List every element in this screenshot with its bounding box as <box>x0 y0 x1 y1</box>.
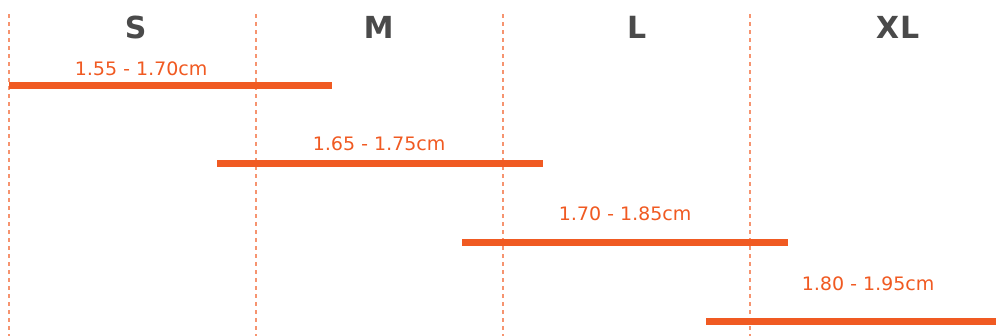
range-label-m: 1.65 - 1.75cm <box>313 133 446 155</box>
column-dividers <box>8 14 751 336</box>
size-headers: S M L XL <box>125 11 920 46</box>
size-header-xl: XL <box>876 11 920 46</box>
size-header-l: L <box>627 11 647 46</box>
size-header-m: M <box>364 11 395 46</box>
range-row-xl: 1.80 - 1.95cm <box>706 273 996 325</box>
range-bar-m <box>217 160 543 167</box>
range-row-l: 1.70 - 1.85cm <box>462 203 788 246</box>
size-header-s: S <box>125 11 148 46</box>
range-row-s: 1.55 - 1.70cm <box>9 58 332 89</box>
range-label-xl: 1.80 - 1.95cm <box>802 273 935 295</box>
range-row-m: 1.65 - 1.75cm <box>217 133 543 167</box>
range-bar-l <box>462 239 788 246</box>
range-label-l: 1.70 - 1.85cm <box>559 203 692 225</box>
range-bar-s <box>9 82 332 89</box>
range-label-s: 1.55 - 1.70cm <box>75 58 208 80</box>
range-bar-xl <box>706 318 996 325</box>
